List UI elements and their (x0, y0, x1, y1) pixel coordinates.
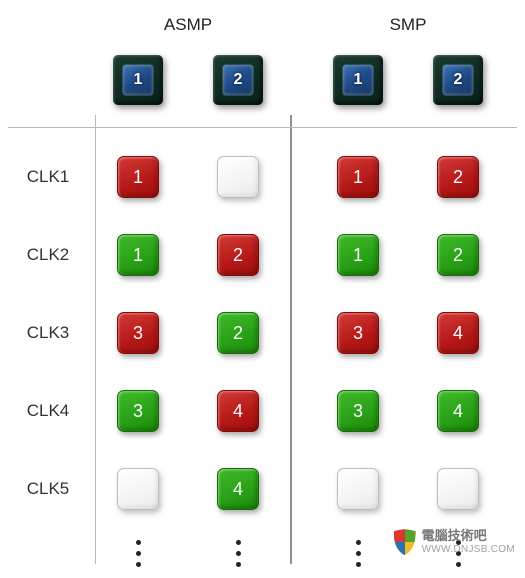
ellipsis-icon (88, 540, 188, 567)
clock-row: CLK4 3 4 3 4 (8, 372, 517, 450)
task-cell: 2 (188, 234, 288, 276)
smp-cpu-2: 2 (408, 55, 508, 105)
header-row: ASMP SMP (8, 10, 517, 40)
task-cell: 1 (308, 156, 408, 198)
task-cell: 2 (408, 234, 508, 276)
task-cell: 3 (308, 312, 408, 354)
task-cell: 3 (88, 390, 188, 432)
cpu-chip-icon: 2 (213, 55, 263, 105)
task-cell: 4 (188, 390, 288, 432)
clock-row: CLK1 1 1 2 (8, 138, 517, 216)
task-tile-green: 2 (217, 312, 259, 354)
task-cell: 1 (88, 234, 188, 276)
task-tile-red: 4 (437, 312, 479, 354)
diagram-root: ASMP SMP 1 2 1 2 CLK1 1 1 2 CLK2 1 2 (0, 0, 525, 578)
smp-cpu-1: 1 (308, 55, 408, 105)
task-tile-white (337, 468, 379, 510)
clock-label: CLK1 (8, 167, 88, 187)
task-cell: 4 (188, 468, 288, 510)
task-cell: 1 (88, 156, 188, 198)
task-tile-green: 4 (217, 468, 259, 510)
clock-row: CLK3 3 2 3 4 (8, 294, 517, 372)
cpu-chip-icon: 1 (333, 55, 383, 105)
watermark-text: 電腦技術吧 WWW.DNJSB.COM (422, 528, 515, 556)
vertical-divider-center (290, 115, 292, 564)
task-cell: 3 (308, 390, 408, 432)
task-cell: 2 (188, 312, 288, 354)
clock-label: CLK4 (8, 401, 88, 421)
shield-icon (394, 529, 416, 555)
rows-host: CLK1 1 1 2 CLK2 1 2 1 2 CLK3 3 2 3 4 CLK4 3 4 3 4 CLK5 4 (8, 138, 517, 528)
watermark-line1: 電腦技術吧 (422, 528, 515, 544)
task-tile-green: 2 (437, 234, 479, 276)
task-tile-red: 2 (217, 234, 259, 276)
asmp-cpu-1: 1 (88, 55, 188, 105)
watermark-line2: WWW.DNJSB.COM (422, 544, 515, 556)
watermark: 電腦技術吧 WWW.DNJSB.COM (394, 528, 515, 556)
task-cell: 2 (408, 156, 508, 198)
task-cell: 3 (88, 312, 188, 354)
clock-row: CLK2 1 2 1 2 (8, 216, 517, 294)
task-tile-red: 3 (337, 312, 379, 354)
task-cell: 4 (408, 390, 508, 432)
task-tile-white (217, 156, 259, 198)
cpu-core-label: 1 (343, 65, 373, 95)
clock-label: CLK3 (8, 323, 88, 343)
horizontal-divider (8, 127, 517, 128)
task-tile-red: 4 (217, 390, 259, 432)
cpu-chip-icon: 2 (433, 55, 483, 105)
task-cell (188, 156, 288, 198)
clock-label: CLK5 (8, 479, 88, 499)
task-tile-green: 3 (117, 390, 159, 432)
task-cell: 1 (308, 234, 408, 276)
task-tile-green: 1 (117, 234, 159, 276)
processor-row: 1 2 1 2 (8, 40, 517, 120)
task-cell (88, 468, 188, 510)
task-tile-red: 1 (117, 156, 159, 198)
task-tile-red: 2 (437, 156, 479, 198)
vertical-divider-label (95, 115, 96, 564)
col-title-smp: SMP (308, 15, 508, 35)
task-tile-white (117, 468, 159, 510)
task-cell: 4 (408, 312, 508, 354)
task-tile-green: 3 (337, 390, 379, 432)
clock-label: CLK2 (8, 245, 88, 265)
task-tile-green: 1 (337, 234, 379, 276)
col-title-asmp: ASMP (88, 15, 288, 35)
ellipsis-icon (188, 540, 288, 567)
task-tile-green: 4 (437, 390, 479, 432)
task-cell (408, 468, 508, 510)
cpu-core-label: 2 (223, 65, 253, 95)
task-tile-red: 3 (117, 312, 159, 354)
cpu-core-label: 2 (443, 65, 473, 95)
task-tile-white (437, 468, 479, 510)
asmp-cpu-2: 2 (188, 55, 288, 105)
task-tile-red: 1 (337, 156, 379, 198)
task-cell (308, 468, 408, 510)
cpu-chip-icon: 1 (113, 55, 163, 105)
cpu-core-label: 1 (123, 65, 153, 95)
clock-row: CLK5 4 (8, 450, 517, 528)
